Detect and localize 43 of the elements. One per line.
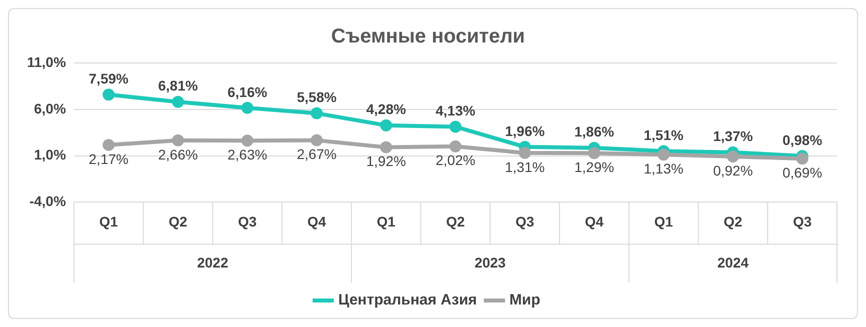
data-label: 2,67% xyxy=(296,146,337,162)
data-label: 6,81% xyxy=(158,78,198,94)
data-label: 1,37% xyxy=(713,128,754,144)
data-label: 0,69% xyxy=(782,164,822,181)
text: 2024 xyxy=(717,254,749,270)
data-label: 1,29% xyxy=(574,158,614,175)
x-tick-label: Q1 xyxy=(376,213,396,230)
y-tick-label: -4,0% xyxy=(29,193,66,210)
x-tick-label: Q2 xyxy=(724,213,742,230)
x-tick-label: Q1 xyxy=(654,213,674,230)
text: 2022 xyxy=(197,254,228,270)
data-label: 2,17% xyxy=(88,150,128,167)
data-label: 0,98% xyxy=(782,132,823,148)
data-label: 1,92% xyxy=(366,153,406,170)
data-label: 1,86% xyxy=(574,124,615,140)
data-label: 2,02% xyxy=(436,152,476,168)
data-label: 1,51% xyxy=(644,126,684,143)
chart-title: Съемные носители xyxy=(331,26,525,48)
legend-label: Мир xyxy=(509,292,540,309)
x-tick-label: Q3 xyxy=(515,213,534,230)
x-tick-label: Q2 xyxy=(168,213,188,230)
y-tick-label: 11,0% xyxy=(26,54,66,70)
x-tick-label: Q4 xyxy=(584,213,604,230)
data-label: 4,28% xyxy=(366,101,406,118)
y-tick-label: 6,0% xyxy=(34,100,66,116)
y-tick-label: 1,0% xyxy=(34,146,66,163)
text: 2023 xyxy=(474,254,506,270)
data-label: 0,92% xyxy=(713,162,753,178)
x-tick-label: Q1 xyxy=(99,213,118,230)
data-label: 1,13% xyxy=(644,160,684,176)
legend-label: Центральная Азия xyxy=(338,292,477,309)
data-label: 1,31% xyxy=(504,158,545,175)
x-tick-label: Q4 xyxy=(307,213,326,230)
x-tick-label: Q3 xyxy=(238,213,257,230)
data-label: 6,16% xyxy=(228,84,268,100)
data-label: 2,66% xyxy=(158,146,198,162)
data-label: 4,13% xyxy=(436,102,476,119)
data-label: 2,63% xyxy=(228,146,268,163)
x-tick-label: Q3 xyxy=(792,213,812,230)
data-label: 7,59% xyxy=(88,70,130,87)
data-label: 1,96% xyxy=(504,122,546,139)
data-label: 5,58% xyxy=(296,89,338,106)
x-tick-label: Q2 xyxy=(446,213,466,230)
